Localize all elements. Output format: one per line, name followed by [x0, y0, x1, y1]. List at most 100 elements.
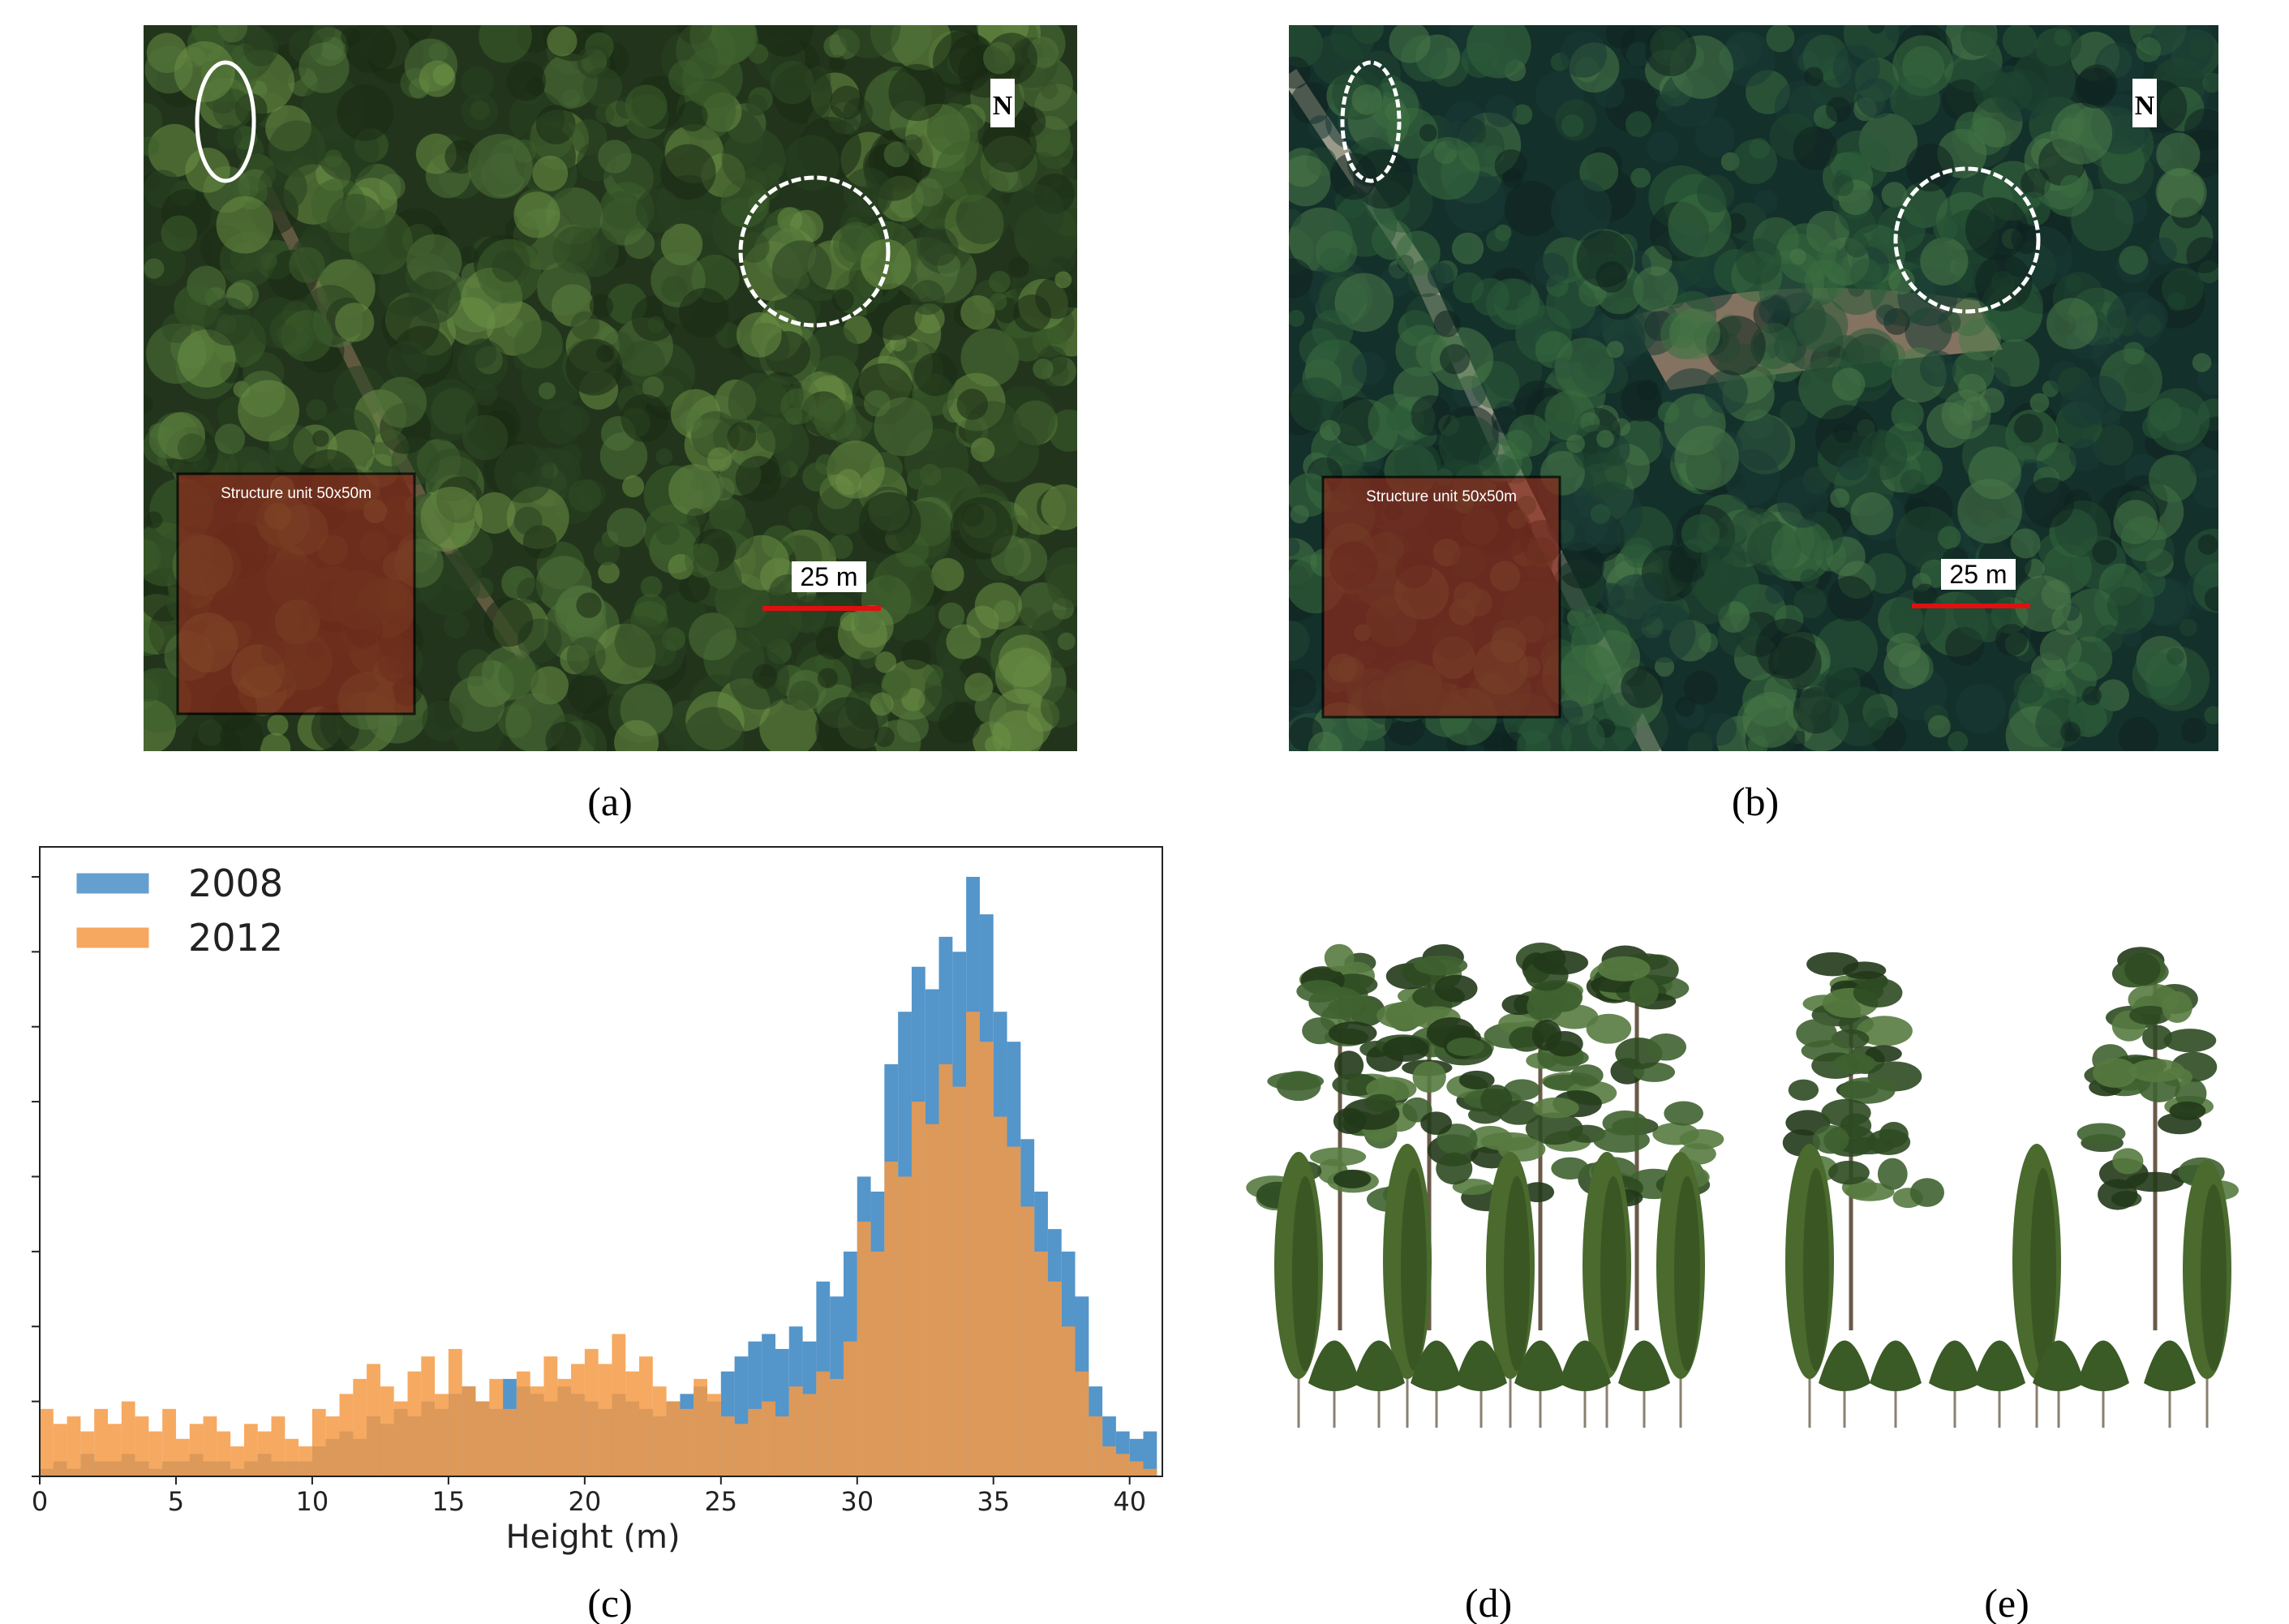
pine-foliage — [1586, 1013, 1632, 1044]
histogram-bar — [748, 1408, 762, 1476]
tree-crown — [2068, 438, 2102, 472]
tree-crown — [1290, 81, 1333, 125]
tree-crown — [1419, 123, 1437, 142]
tree-crown — [686, 508, 706, 527]
pine-foliage — [1412, 1061, 1446, 1093]
tree-crown — [1920, 237, 1969, 286]
pine-foliage — [1865, 1045, 1902, 1063]
tree-crown — [1568, 605, 1608, 646]
tree-crown — [1968, 446, 2021, 500]
pine-foliage — [1821, 1098, 1871, 1128]
tree-crown — [1926, 402, 1973, 449]
tree-crown — [1289, 473, 1331, 518]
panel-label: (e) — [1984, 1580, 2029, 1624]
tree-crown — [1621, 666, 1664, 708]
tree-crown — [1608, 574, 1664, 629]
tree-crown — [1439, 344, 1471, 375]
tree-crown — [2167, 292, 2187, 311]
tree-crown — [408, 271, 461, 324]
tree-crown — [1334, 273, 1394, 333]
tree-crown — [204, 298, 252, 346]
pine-foliage — [1838, 1136, 1895, 1155]
tree-crown — [547, 26, 578, 57]
tree-crown — [1867, 25, 1886, 34]
tree-crown — [447, 297, 496, 346]
tree-crown — [1886, 633, 1922, 668]
histogram-bar — [162, 1408, 176, 1476]
shrub-crown — [1353, 1340, 1405, 1391]
tree-crown — [983, 41, 1016, 75]
tree-crown — [1289, 258, 1313, 299]
tree-crown — [707, 447, 732, 472]
tree-crown — [1948, 731, 1969, 751]
tree-crown — [2156, 132, 2201, 177]
histogram-bar — [1007, 1146, 1021, 1476]
legend-label: 2012 — [188, 916, 283, 960]
histogram-bar — [816, 1371, 831, 1476]
shrub-crown — [1618, 1340, 1670, 1391]
tree-crown — [1895, 506, 1958, 569]
cypress-shade — [1504, 1176, 1530, 1371]
tree-crown — [1411, 395, 1452, 436]
tree-crown — [998, 634, 1052, 688]
x-tick-label: 5 — [168, 1486, 184, 1517]
shrub-crown — [1559, 1340, 1611, 1391]
tree-crown — [1793, 126, 1838, 170]
tree-crown — [432, 64, 455, 86]
tree-crown — [216, 195, 274, 254]
tree-crown — [1289, 155, 1331, 207]
histogram-bar — [788, 1386, 803, 1476]
tree-crown — [1736, 238, 1782, 285]
histogram-bar — [557, 1378, 572, 1476]
tree-crown — [1793, 298, 1849, 352]
tree-crown — [492, 250, 524, 282]
tree-crown — [595, 104, 616, 124]
tree-crown — [593, 539, 621, 566]
tree-crown — [1040, 686, 1077, 728]
tree-crown — [1724, 30, 1763, 68]
tree-crown — [2149, 454, 2197, 503]
tree-crown — [853, 606, 882, 634]
histogram-bar — [121, 1401, 135, 1476]
tree-crown — [1694, 117, 1735, 157]
pine-foliage — [1796, 1019, 1837, 1048]
pine-foliage — [1446, 1038, 1484, 1057]
tree-crown — [2076, 376, 2127, 426]
tree-crown — [1445, 101, 1485, 141]
shrub-crown — [1514, 1340, 1566, 1391]
structure-unit — [1321, 475, 1561, 719]
tree-crown — [614, 616, 667, 668]
tree-crown — [1386, 405, 1413, 432]
tree-crown — [2013, 413, 2043, 443]
histogram-bar — [884, 1162, 899, 1476]
tree-crown — [689, 612, 737, 661]
pine-foliage — [1364, 1093, 1397, 1112]
tree-crown — [566, 637, 606, 677]
tree-crown — [896, 711, 930, 743]
tree-crown — [642, 376, 664, 398]
tree-crown — [1732, 139, 1778, 184]
north-sign: N — [993, 91, 1013, 121]
histogram-bar — [802, 1394, 817, 1476]
bars — [40, 876, 1157, 1476]
histogram-bar — [1047, 1281, 1062, 1476]
tree-crown — [901, 639, 932, 670]
structure-unit — [176, 472, 416, 715]
tree-crown — [1766, 25, 1795, 53]
tree-crown — [1551, 179, 1612, 241]
tree-crown — [621, 475, 645, 498]
tree-crown — [788, 680, 819, 711]
tree-crown — [881, 669, 912, 700]
tree-crown — [1433, 310, 1461, 337]
tree-crown — [576, 592, 602, 618]
tree-crown — [161, 313, 192, 344]
pine-foliage — [2093, 1058, 2138, 1088]
tree-crown — [2204, 706, 2218, 724]
tree-crown — [1793, 586, 1827, 619]
cypress-shade — [2030, 1168, 2056, 1371]
histogram-bar — [625, 1371, 640, 1476]
tree-crown — [2046, 298, 2098, 350]
tree-crown — [1047, 409, 1077, 452]
tree-crown — [2067, 636, 2113, 681]
tree-crown — [1351, 84, 1383, 115]
